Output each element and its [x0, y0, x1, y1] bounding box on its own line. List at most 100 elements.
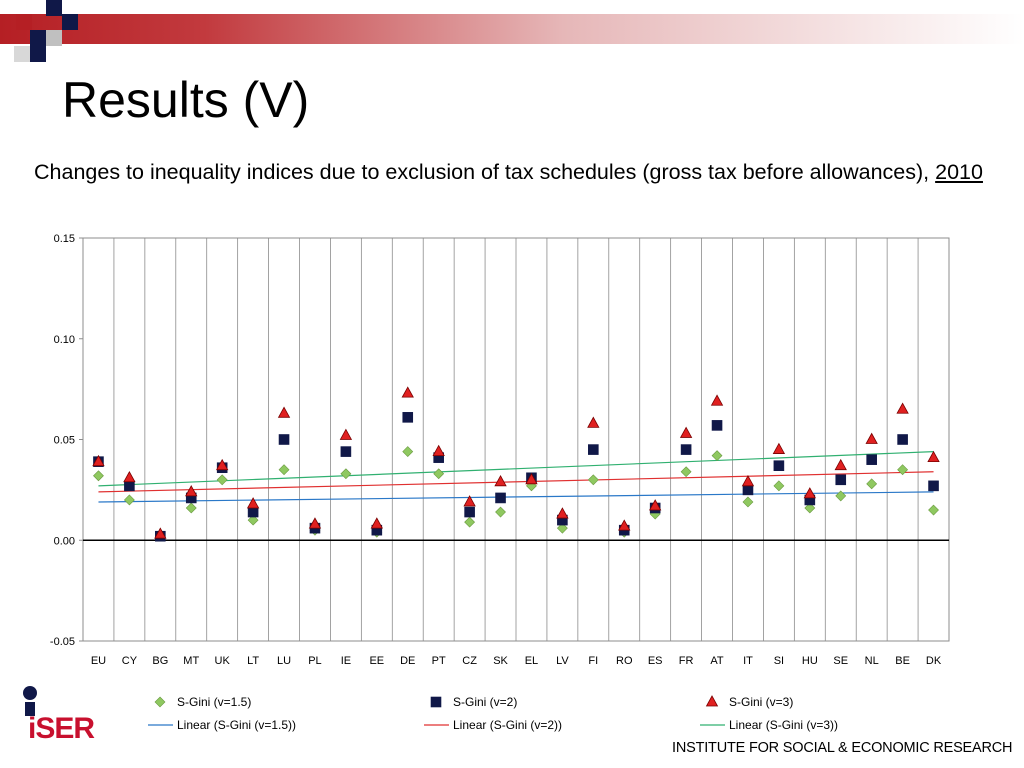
data-point	[340, 468, 352, 480]
x-tick-label: SI	[774, 655, 784, 667]
data-point	[92, 454, 105, 467]
logo-square	[62, 14, 78, 30]
legend-label: Linear (S-Gini (v=3))	[729, 718, 838, 732]
data-point	[928, 480, 939, 492]
data-point	[278, 464, 290, 476]
legend-label: S-Gini (v=2)	[453, 695, 517, 709]
x-tick-label: IE	[341, 655, 351, 667]
data-point	[124, 480, 135, 492]
data-point	[339, 428, 353, 440]
data-point	[710, 394, 724, 406]
data-point	[773, 460, 785, 471]
y-tick-label: 0.05	[54, 435, 75, 447]
logo-square	[46, 30, 62, 46]
data-point	[216, 458, 229, 471]
data-point	[834, 458, 847, 471]
logo-square	[30, 30, 46, 46]
data-point	[866, 478, 878, 490]
institute-footer: INSTITUTE FOR SOCIAL & ECONOMIC RESEARCH	[672, 740, 1013, 756]
x-tick-label: DE	[400, 655, 415, 667]
data-point	[185, 502, 197, 514]
logo-square	[16, 14, 32, 30]
x-tick-label: BE	[895, 655, 910, 667]
x-tick-label: LT	[247, 655, 259, 667]
data-point	[896, 402, 909, 414]
data-point	[278, 434, 290, 445]
data-point	[835, 474, 847, 486]
y-tick-label: 0.00	[54, 535, 75, 547]
data-point	[773, 480, 785, 492]
x-tick-label: AT	[710, 655, 724, 667]
x-tick-label: FR	[679, 655, 694, 667]
x-tick-label: NL	[865, 655, 879, 667]
data-point	[154, 527, 167, 539]
data-point	[587, 474, 599, 486]
data-point	[927, 450, 940, 463]
data-point	[494, 474, 507, 487]
chart-subtitle: Changes to inequality indices due to exc…	[34, 158, 994, 186]
data-point	[618, 519, 631, 531]
x-tick-label: EU	[91, 655, 106, 667]
trendline	[98, 471, 934, 493]
data-point	[525, 472, 538, 485]
data-point	[866, 454, 877, 465]
data-point	[835, 490, 847, 502]
x-tick-label: PL	[308, 655, 321, 667]
data-point	[587, 416, 600, 428]
data-point	[433, 468, 445, 480]
logo-square	[30, 46, 46, 62]
data-point	[123, 470, 136, 483]
subtitle-text: Changes to inequality indices due to exc…	[34, 160, 936, 184]
data-point	[247, 506, 259, 518]
x-tick-label: ES	[648, 655, 663, 667]
data-point	[711, 450, 723, 462]
data-point	[772, 442, 786, 454]
title-band	[0, 14, 1024, 44]
data-point	[277, 406, 291, 418]
data-point	[556, 507, 569, 519]
data-point	[402, 412, 414, 423]
data-point	[495, 506, 506, 518]
x-tick-label: RO	[616, 655, 633, 667]
trendline	[98, 450, 934, 487]
data-point	[928, 504, 939, 516]
data-point	[897, 464, 909, 476]
legend-marker	[154, 696, 166, 708]
legend-label: S-Gini (v=3)	[729, 695, 793, 709]
data-point	[742, 496, 754, 508]
y-tick-label: 0.10	[54, 334, 75, 346]
data-point	[897, 434, 908, 445]
slide-title: Results (V)	[62, 72, 310, 128]
data-point	[495, 492, 506, 504]
subtitle-year: 2010	[935, 160, 983, 184]
data-point	[93, 470, 104, 482]
x-tick-label: MT	[183, 655, 199, 667]
data-point	[308, 517, 322, 529]
data-point	[588, 444, 599, 455]
logo-square	[46, 0, 62, 16]
data-point	[401, 386, 414, 398]
x-tick-label: HU	[802, 655, 818, 667]
data-point	[742, 484, 754, 496]
legend-marker	[705, 695, 719, 707]
data-point	[432, 444, 445, 456]
x-tick-label: SK	[493, 655, 508, 667]
x-tick-label: IT	[743, 655, 753, 667]
data-point	[123, 494, 135, 506]
data-point	[649, 499, 662, 511]
data-point	[340, 446, 352, 457]
x-tick-label: FI	[588, 655, 598, 667]
data-point	[246, 497, 260, 509]
trendline	[98, 491, 934, 503]
data-point	[370, 517, 383, 529]
data-point	[680, 444, 692, 455]
y-tick-label: -0.05	[50, 636, 75, 648]
x-tick-label: PT	[432, 655, 446, 667]
x-tick-label: UK	[215, 655, 231, 667]
legend-label: Linear (S-Gini (v=1.5))	[177, 718, 296, 732]
data-point	[216, 474, 228, 486]
x-tick-label: EE	[369, 655, 384, 667]
x-tick-label: LU	[277, 655, 291, 667]
data-point	[803, 487, 816, 499]
